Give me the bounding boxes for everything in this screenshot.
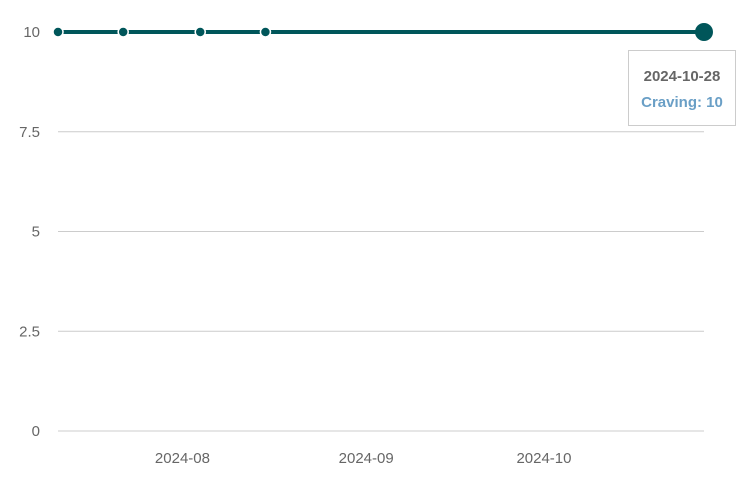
data-point[interactable] bbox=[259, 26, 272, 38]
active-data-point[interactable] bbox=[695, 23, 713, 41]
y-tick-label: 0 bbox=[32, 423, 40, 440]
data-point[interactable] bbox=[194, 26, 206, 38]
x-tick-label: 2024-10 bbox=[516, 450, 571, 467]
x-axis: 2024-08 2024-09 2024-10 bbox=[155, 450, 572, 467]
y-tick-label: 2.5 bbox=[19, 323, 40, 340]
data-point[interactable] bbox=[52, 26, 64, 38]
tooltip-value: Craving: 10 bbox=[641, 94, 723, 111]
series-layer bbox=[52, 23, 713, 41]
grid-layer bbox=[58, 31, 704, 432]
y-tick-label: 7.5 bbox=[19, 124, 40, 141]
x-tick-label: 2024-09 bbox=[339, 450, 394, 467]
y-tick-label: 10 bbox=[23, 24, 40, 41]
y-tick-label: 5 bbox=[32, 224, 40, 241]
y-axis: 0 2.5 5 7.5 10 bbox=[19, 24, 40, 440]
tooltip: 2024-10-28 Craving: 10 bbox=[628, 50, 736, 126]
tooltip-date: 2024-10-28 bbox=[643, 68, 721, 85]
x-tick-label: 2024-08 bbox=[155, 450, 210, 467]
data-point[interactable] bbox=[117, 26, 129, 38]
